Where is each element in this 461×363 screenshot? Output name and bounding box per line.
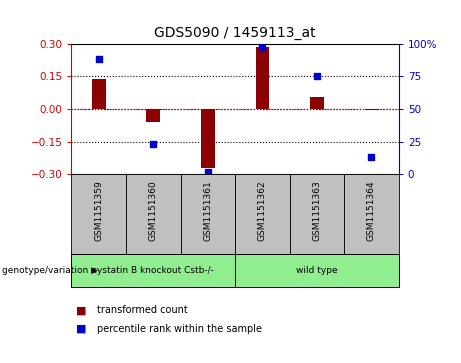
Bar [126,174,181,254]
Text: GSM1151362: GSM1151362 [258,181,267,241]
Text: GSM1151361: GSM1151361 [203,181,213,241]
Bar [201,109,215,168]
Point [95,56,102,62]
Text: GSM1151363: GSM1151363 [313,181,321,241]
Text: wild type: wild type [296,266,338,275]
Bar [255,47,269,109]
Text: transformed count: transformed count [97,305,188,315]
Text: ■: ■ [76,323,87,334]
Bar [365,109,378,110]
Point [368,154,375,160]
Bar [235,254,399,287]
Bar [71,174,126,254]
Text: cystatin B knockout Cstb-/-: cystatin B knockout Cstb-/- [92,266,214,275]
Bar [235,174,290,254]
Point [313,73,321,79]
Bar [344,174,399,254]
Bar [290,174,344,254]
Point [204,169,212,175]
Bar [147,109,160,122]
Bar [310,97,324,109]
Text: GSM1151359: GSM1151359 [94,181,103,241]
Text: GSM1151360: GSM1151360 [149,181,158,241]
Title: GDS5090 / 1459113_at: GDS5090 / 1459113_at [154,26,316,40]
Point [149,141,157,147]
Text: percentile rank within the sample: percentile rank within the sample [97,323,262,334]
Text: GSM1151364: GSM1151364 [367,181,376,241]
Text: genotype/variation ▶: genotype/variation ▶ [2,266,98,275]
Text: ■: ■ [76,305,87,315]
Point [259,45,266,50]
Bar [92,79,106,109]
Bar [181,174,235,254]
Bar [71,254,235,287]
